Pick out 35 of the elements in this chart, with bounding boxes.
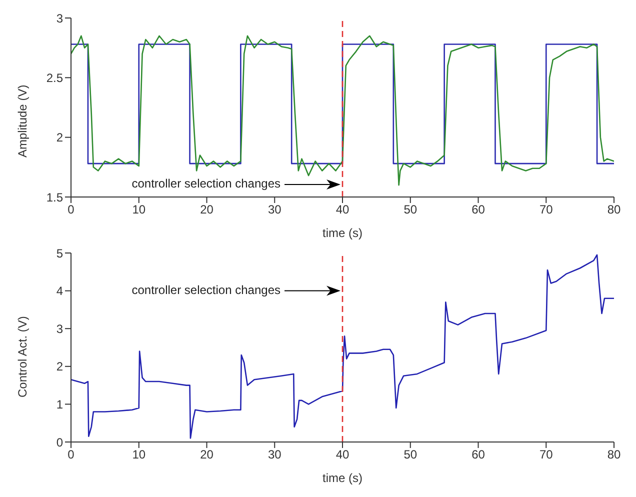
y-axis-title: Control Act. (V) <box>15 316 30 398</box>
y-tick-label: 3 <box>56 11 64 26</box>
x-tick-label: 0 <box>68 448 75 462</box>
x-tick-label: 70 <box>539 202 554 217</box>
x-tick-label: 20 <box>200 448 214 462</box>
y-tick-label: 1 <box>56 397 64 412</box>
y-tick-label: 0 <box>56 435 64 450</box>
x-tick-label: 60 <box>472 448 486 462</box>
y-tick-label: 4 <box>56 284 64 298</box>
x-tick-label: 60 <box>472 202 486 217</box>
y-tick-label: 2 <box>56 360 64 374</box>
line-series <box>71 254 614 439</box>
x-tick-label: 50 <box>404 202 418 217</box>
x-tick-label: 30 <box>268 448 282 462</box>
annotation: controller selection changes <box>132 176 280 191</box>
x-tick-label: 40 <box>336 202 350 217</box>
y-tick-label: 3 <box>56 322 64 336</box>
x-tick-label: 0 <box>68 202 75 217</box>
x-tick-label: 70 <box>539 448 554 462</box>
x-axis-title: time (s) <box>322 471 362 485</box>
x-tick-label: 10 <box>132 448 146 462</box>
y-tick-label: 5 <box>56 246 64 260</box>
x-tick-label: 80 <box>607 202 621 217</box>
x-tick-label: 30 <box>268 202 282 217</box>
y-tick-label: 1.5 <box>46 190 64 204</box>
x-axis-title: time (s) <box>322 226 362 240</box>
x-tick-label: 50 <box>404 448 418 462</box>
y-tick-label: 2 <box>56 130 64 145</box>
x-tick-label: 10 <box>132 202 146 217</box>
y-axis-title: Amplitude (V) <box>15 84 30 158</box>
annotation: controller selection changes <box>132 282 280 297</box>
x-tick-label: 80 <box>607 448 621 462</box>
x-tick-label: 20 <box>200 202 214 217</box>
y-tick-label: 2.5 <box>46 70 64 85</box>
x-tick-label: 40 <box>336 448 350 462</box>
